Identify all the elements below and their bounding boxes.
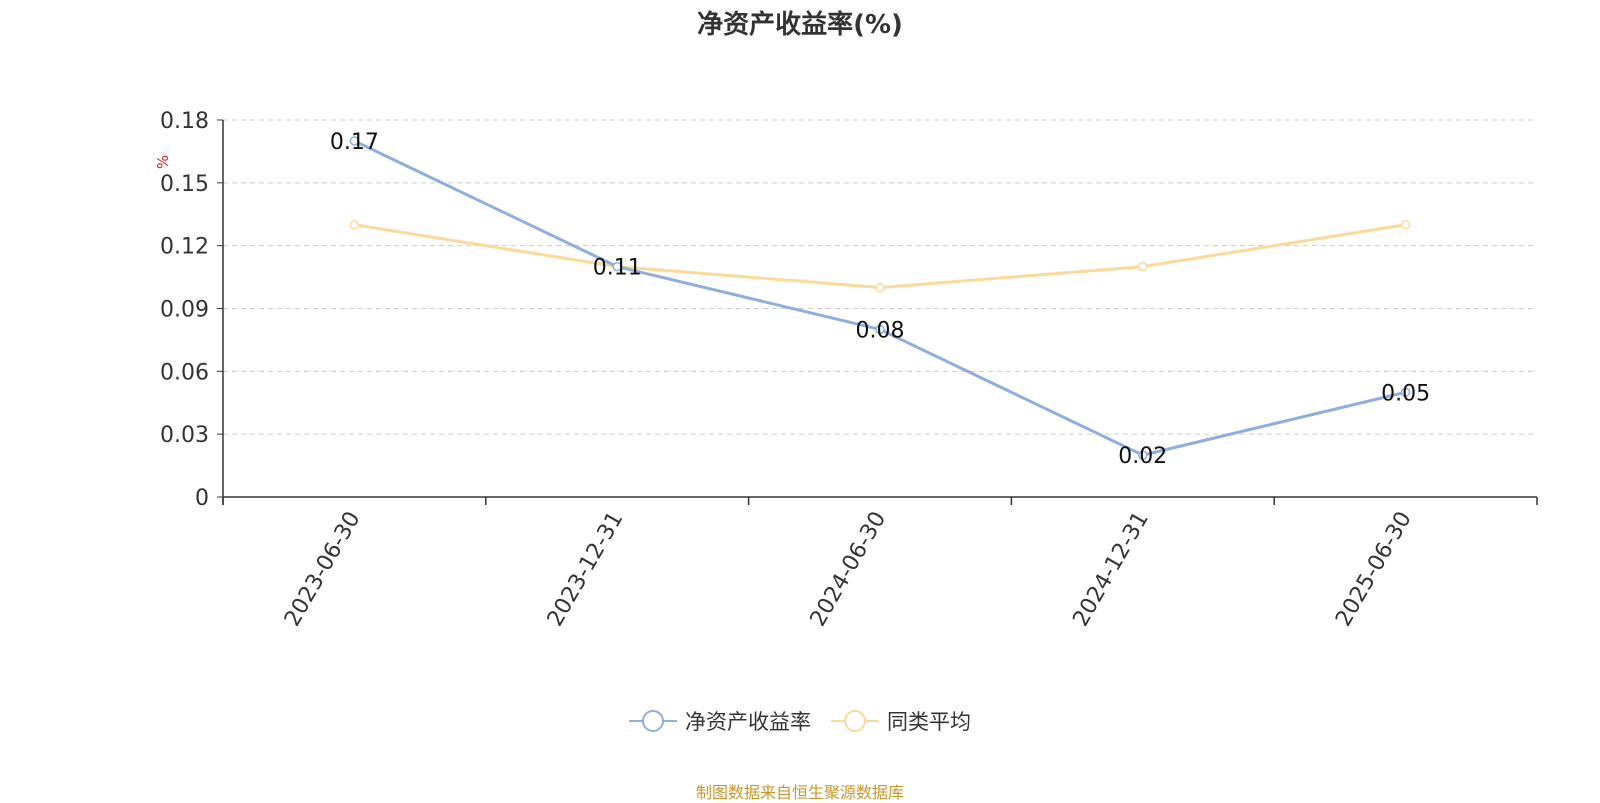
x-tick-label: 2025-06-30 [1331,508,1417,631]
x-tick-label: 2024-12-31 [1068,508,1154,631]
data-label: 0.05 [1381,381,1430,406]
data-point [612,261,622,272]
data-point [875,282,885,293]
series-line [353,139,1406,457]
x-tick-label: 2023-12-31 [543,508,629,631]
y-tick-label: 0.09 [160,298,209,323]
y-tick-label: 0.12 [160,235,209,260]
data-point [875,324,885,335]
y-tick-label: 0.18 [160,109,209,134]
data-point [349,136,360,146]
data-label: 0.08 [856,318,905,343]
chart-legend: 净资产收益率 同类平均 [0,706,1600,736]
x-tick-label: 2023-06-30 [280,508,366,631]
data-point [1400,219,1411,230]
data-point [1138,450,1148,460]
legend-item-series-2[interactable]: 同类平均 [831,706,971,736]
series-2 [349,219,1411,293]
data-label: 0.02 [1118,444,1167,469]
chart-title: 净资产收益率(%) [697,10,903,40]
x-tick-label: 2024-06-30 [806,508,892,631]
y-tick-label: 0 [195,486,209,511]
data-label: 0.17 [330,130,379,155]
data-point [1400,387,1411,398]
y-axis-unit-label: % [154,155,172,169]
y-tick-label: 0.15 [160,172,209,197]
legend-label-series-1: 净资产收益率 [685,710,811,734]
legend-item-series-1[interactable]: 净资产收益率 [629,706,811,736]
legend-label-series-2: 同类平均 [887,710,971,734]
series-1 [349,136,1411,460]
y-tick-label: 0.06 [160,360,209,385]
series-line [354,223,1406,290]
data-source-note: 制图数据来自恒生聚源数据库 [695,783,904,802]
data-point [1138,261,1148,272]
y-tick-label: 0.03 [160,423,209,448]
data-label: 0.11 [593,256,642,281]
data-point [349,219,360,230]
legend-line-circle-icon [831,710,879,732]
legend-line-circle-icon [629,710,677,732]
